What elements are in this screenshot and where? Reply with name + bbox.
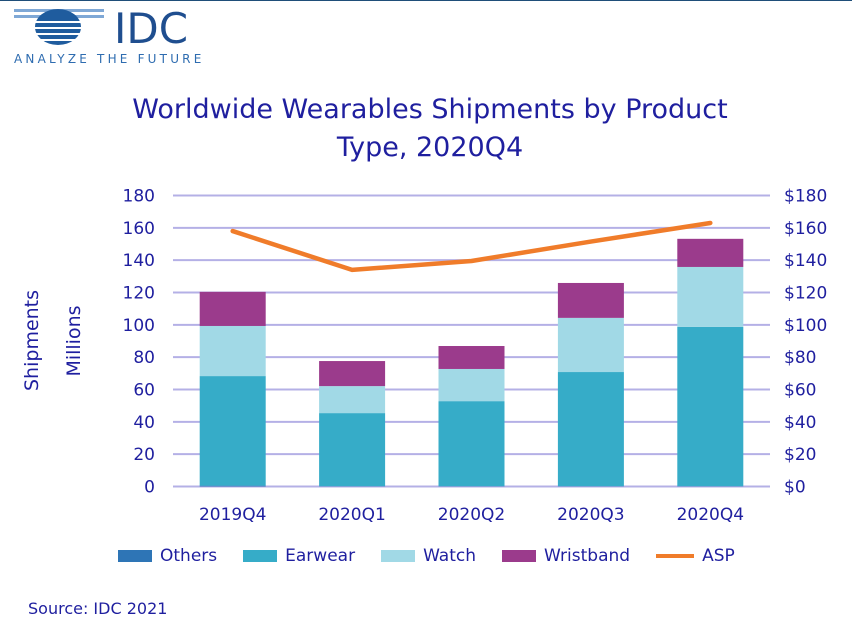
y-tick-label: 60: [133, 381, 155, 401]
legend-label: Watch: [423, 546, 476, 566]
bar-watch: [319, 386, 385, 413]
x-tick-label: 2020Q1: [318, 505, 385, 525]
bar-wristband: [319, 361, 385, 386]
y2-tick-label: $40: [784, 413, 816, 433]
y2-tick-label: $140: [784, 251, 827, 271]
legend-swatch: [243, 550, 277, 562]
bar-wristband: [200, 292, 266, 326]
legend-label: Earwear: [285, 546, 355, 566]
bar-wristband: [558, 283, 624, 318]
bar-earwear: [558, 372, 624, 486]
y-tick-label: 140: [123, 251, 155, 271]
x-tick-label: 2020Q4: [677, 505, 744, 525]
y2-tick-label: $120: [784, 284, 827, 304]
y2-tick-label: $80: [784, 348, 816, 368]
x-tick-label: 2020Q2: [438, 505, 505, 525]
legend-swatch: [656, 554, 694, 558]
bar-earwear: [200, 376, 266, 486]
bar-earwear: [319, 413, 385, 486]
bar-earwear: [439, 401, 505, 486]
legend-label: Others: [160, 546, 217, 566]
bar-watch: [558, 318, 624, 372]
y-tick-label: 160: [123, 219, 155, 239]
x-tick-label: 2020Q3: [557, 505, 624, 525]
legend-swatch: [381, 550, 415, 562]
legend-item-others: Others: [118, 546, 217, 566]
legend-label: ASP: [702, 546, 735, 566]
y2-tick-label: $60: [784, 381, 816, 401]
bar-watch: [200, 326, 266, 376]
bar-wristband: [677, 239, 743, 267]
y2-tick-label: $160: [784, 219, 827, 239]
legend-item-earwear: Earwear: [243, 546, 355, 566]
asp-line: [233, 223, 711, 270]
x-tick-label: 2019Q4: [199, 505, 266, 525]
y2-tick-label: $100: [784, 316, 827, 336]
y-tick-label: 0: [144, 478, 155, 498]
bar-earwear: [677, 327, 743, 486]
bar-others: [200, 486, 266, 487]
source-note: Source: IDC 2021: [28, 599, 167, 618]
bar-watch: [677, 267, 743, 327]
y-tick-label: 80: [133, 348, 155, 368]
y-tick-label: 100: [123, 316, 155, 336]
y-tick-label: 120: [123, 284, 155, 304]
legend-swatch: [118, 550, 152, 562]
y2-tick-label: $180: [784, 187, 827, 207]
y-tick-label: 180: [123, 187, 155, 207]
legend-item-wristband: Wristband: [502, 546, 630, 566]
bar-wristband: [439, 346, 505, 369]
legend-item-watch: Watch: [381, 546, 476, 566]
bar-watch: [439, 369, 505, 401]
legend: Others Earwear Watch Wristband ASP: [118, 546, 761, 566]
legend-swatch: [502, 550, 536, 562]
y-tick-label: 40: [133, 413, 155, 433]
legend-item-asp: ASP: [656, 546, 735, 566]
legend-label: Wristband: [544, 546, 630, 566]
y2-tick-label: $20: [784, 445, 816, 465]
y2-tick-label: $0: [784, 478, 806, 498]
y-tick-label: 20: [133, 445, 155, 465]
